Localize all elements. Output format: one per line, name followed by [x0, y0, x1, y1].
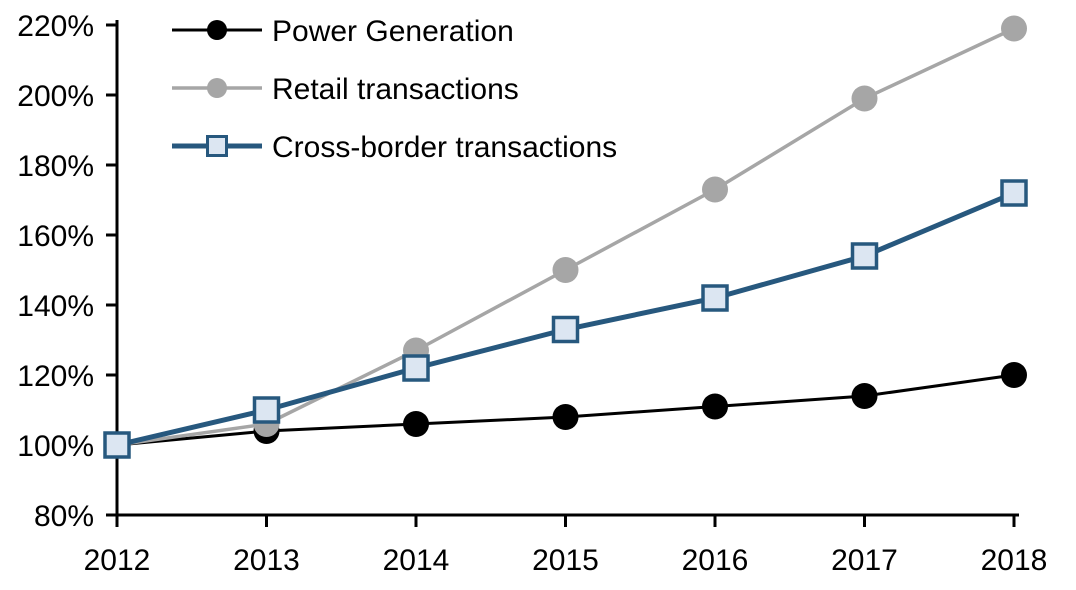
series-cross-border-transactions-square-marker — [551, 315, 580, 344]
legend-circle-marker — [207, 20, 227, 40]
series-cross-border-transactions-square-marker — [103, 431, 131, 459]
y-tick-label: 200% — [17, 80, 94, 113]
series-power-generation-circle-marker — [552, 404, 579, 430]
series-cross-border-transactions — [103, 179, 1028, 459]
x-tick-label: 2017 — [831, 544, 898, 577]
y-tick-label: 180% — [17, 150, 94, 183]
series-retail-transactions-circle-marker — [851, 85, 878, 112]
x-tick-label: 2013 — [233, 544, 300, 577]
legend-item-retail-transactions: Retail transactions — [172, 73, 519, 106]
series-retail-transactions-circle-marker — [552, 257, 579, 283]
series-power-generation-circle-marker — [702, 393, 728, 420]
y-tick-label: 220% — [17, 10, 94, 43]
legend-label: Power Generation — [272, 15, 514, 48]
series-power-generation-circle-marker — [851, 383, 878, 409]
series-cross-border-transactions-square-marker — [1000, 179, 1028, 207]
x-tick-label: 2018 — [981, 544, 1048, 577]
series-cross-border-transactions-square-marker — [252, 396, 281, 424]
series-retail-transactions-circle-marker — [702, 176, 728, 203]
x-tick-label: 2012 — [84, 544, 151, 577]
y-tick-label: 80% — [34, 500, 94, 533]
y-tick-label: 120% — [17, 360, 94, 393]
legend: Power Generation Retail transactions Cross… — [172, 15, 617, 164]
legend-item-cross-border-transactions: Cross-border transactions — [172, 131, 617, 164]
x-tick-label: 2014 — [383, 544, 450, 577]
y-tick-label: 100% — [17, 430, 94, 463]
x-tick-label: 2015 — [532, 544, 599, 577]
series-retail-transactions-circle-marker — [1001, 15, 1027, 42]
series-cross-border-transactions-square-marker — [850, 242, 879, 270]
series-power-generation-circle-marker — [403, 411, 429, 437]
y-tick-label: 160% — [17, 220, 94, 253]
legend-label: Retail transactions — [272, 73, 519, 106]
series-cross-border-transactions-square-marker — [701, 284, 729, 312]
legend-item-power-generation: Power Generation — [172, 15, 514, 48]
series-power-generation-circle-marker — [1001, 362, 1027, 388]
legend-label: Cross-border transactions — [272, 131, 617, 164]
legend-circle-marker — [207, 78, 227, 98]
series-cross-border-transactions-square-marker — [402, 354, 430, 382]
x-tick-label: 2016 — [682, 544, 749, 577]
y-tick-label: 140% — [17, 290, 94, 323]
series-retail-transactions — [104, 15, 1027, 458]
legend-square-marker — [206, 135, 228, 157]
